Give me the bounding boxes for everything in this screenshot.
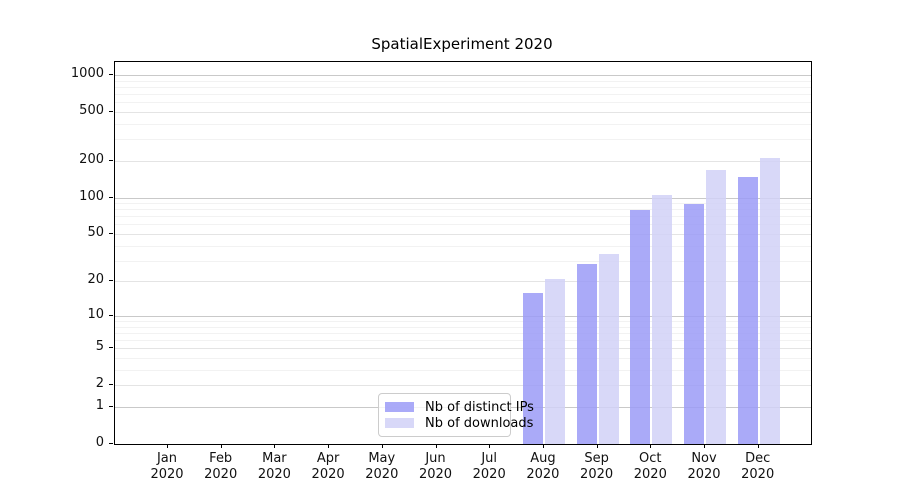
- bar-oct-distinct-ips: [630, 209, 651, 444]
- x-tick-label-aug: Aug 2020: [526, 451, 560, 482]
- x-tick-mark: [381, 444, 383, 448]
- y-tick-label: 20: [87, 272, 104, 288]
- x-tick-label-apr: Apr 2020: [311, 451, 345, 482]
- y-tick-mark: [109, 314, 113, 316]
- legend-swatch-distinct-ips: [385, 402, 414, 412]
- y-tick-label: 0: [95, 435, 104, 450]
- x-tick-mark: [542, 444, 544, 448]
- gridline-minor: [115, 123, 811, 125]
- gridline-minor: [115, 358, 811, 359]
- y-tick-label: 2: [95, 376, 104, 392]
- legend: Nb of distinct IPs Nb of downloads: [378, 393, 534, 437]
- x-tick-label-may: May 2020: [365, 451, 399, 482]
- x-tick-mark: [274, 444, 276, 448]
- y-tick-mark: [109, 73, 113, 75]
- gridline-minor: [115, 139, 811, 141]
- gridline-minor: [115, 245, 811, 247]
- y-tick-mark: [109, 384, 113, 386]
- bar-nov-distinct-ips: [684, 204, 704, 444]
- gridline-minor: [115, 209, 811, 211]
- chart-title: SpatialExperiment 2020: [371, 35, 553, 53]
- y-tick-label: 5: [95, 339, 104, 355]
- bar-aug-downloads: [544, 278, 565, 444]
- bar-aug-distinct-ips: [522, 292, 543, 444]
- gridline-minor: [115, 340, 811, 342]
- y-tick-mark: [109, 233, 113, 234]
- bar-dec-downloads: [759, 158, 780, 444]
- x-tick-label-mar: Mar 2020: [257, 451, 291, 482]
- gridline: [115, 281, 811, 283]
- bar-sep-downloads: [598, 254, 619, 444]
- legend-swatch-downloads: [385, 418, 414, 428]
- legend-label-distinct-ips: Nb of distinct IPs: [425, 399, 534, 415]
- y-tick-mark: [109, 159, 113, 161]
- gridline: [115, 234, 811, 235]
- gridline-minor: [115, 260, 811, 262]
- y-tick-label: 500: [79, 102, 104, 118]
- gridline: [115, 111, 811, 113]
- x-tick-label-dec: Dec 2020: [741, 451, 775, 482]
- x-tick-label-jun: Jun 2020: [418, 451, 453, 482]
- y-tick-mark: [109, 280, 113, 282]
- gridline: [115, 74, 811, 76]
- x-tick-mark: [757, 444, 759, 448]
- bar-oct-downloads: [652, 195, 673, 444]
- y-tick-label: 100: [79, 188, 104, 204]
- y-tick-label: 10: [87, 306, 104, 322]
- gridline-minor: [115, 369, 811, 371]
- bar-dec-distinct-ips: [737, 176, 758, 444]
- legend-label-downloads: Nb of downloads: [425, 415, 534, 431]
- x-tick-mark: [596, 444, 598, 448]
- x-tick-mark: [435, 444, 437, 448]
- gridline-minor: [115, 102, 811, 104]
- x-tick-label-nov: Nov 2020: [687, 451, 721, 482]
- x-tick-label-oct: Oct 2020: [633, 451, 667, 482]
- plot-area: [114, 61, 812, 445]
- gridline-minor: [115, 80, 811, 82]
- gridline-minor: [115, 224, 811, 226]
- gridline: [115, 197, 811, 199]
- x-tick-label-jul: Jul 2020: [472, 451, 506, 482]
- gridline: [115, 385, 811, 387]
- gridline: [115, 348, 811, 350]
- x-tick-mark: [220, 444, 222, 448]
- gridline-minor: [115, 326, 811, 328]
- legend-item-downloads: Nb of downloads: [385, 415, 533, 431]
- y-tick-mark: [109, 406, 113, 407]
- bar-nov-downloads: [706, 170, 726, 444]
- gridline: [115, 315, 811, 317]
- y-tick-label: 1000: [70, 65, 104, 81]
- gridline-minor: [115, 203, 811, 204]
- x-tick-mark: [489, 444, 491, 448]
- y-tick-mark: [109, 443, 113, 444]
- y-tick-mark: [109, 110, 113, 112]
- x-tick-label-jan: Jan 2020: [150, 451, 184, 482]
- y-tick-mark: [109, 347, 113, 349]
- gridline-minor: [115, 94, 811, 95]
- gridline-minor: [115, 332, 811, 334]
- y-tick-mark: [109, 196, 113, 198]
- y-tick-label: 200: [79, 151, 104, 167]
- x-tick-label-sep: Sep 2020: [580, 451, 614, 482]
- bar-sep-distinct-ips: [576, 264, 597, 444]
- legend-item-distinct-ips: Nb of distinct IPs: [385, 399, 534, 415]
- gridline-minor: [115, 216, 811, 218]
- x-tick-mark: [650, 444, 652, 448]
- gridline-minor: [115, 321, 811, 322]
- y-tick-label: 50: [87, 225, 104, 240]
- x-tick-mark: [328, 444, 330, 448]
- x-tick-mark: [167, 444, 168, 448]
- y-tick-label: 1: [95, 398, 104, 413]
- x-tick-label-feb: Feb 2020: [204, 451, 238, 482]
- gridline: [115, 160, 811, 162]
- gridline-minor: [115, 86, 811, 88]
- x-tick-mark: [704, 444, 705, 448]
